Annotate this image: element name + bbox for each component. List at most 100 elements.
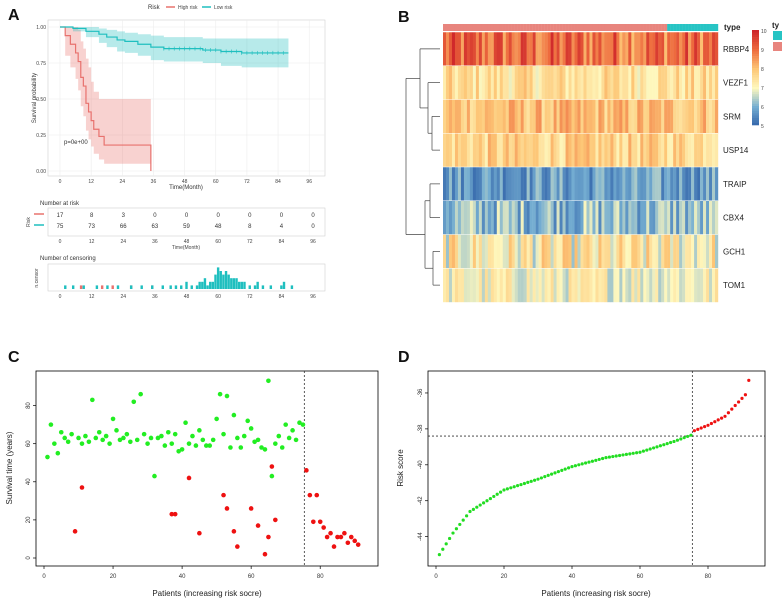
heatmap-cell [628, 268, 632, 303]
heatmap-cell [538, 268, 542, 303]
heatmap-cell [565, 200, 569, 235]
heatmap-cell [646, 32, 650, 66]
heatmap-cell [583, 32, 587, 66]
heatmap-cell [514, 133, 518, 168]
km-y-tick: 0.00 [36, 169, 46, 175]
heatmap-cell [664, 99, 668, 134]
heatmap-cell [502, 234, 506, 269]
low-risk-point [604, 456, 608, 460]
heatmap-cell [487, 32, 492, 66]
heatmap-cell [661, 65, 665, 100]
heatmap-cell [544, 234, 548, 269]
heatmap-cell [619, 268, 623, 303]
type-bar-cell [646, 24, 650, 31]
heatmap-cell [517, 99, 521, 134]
heatmap-cell [454, 234, 459, 269]
low-risk-point [546, 473, 550, 478]
heatmap-cell [619, 167, 623, 201]
km-ci-band-high [60, 27, 151, 171]
heatmap-cell [658, 167, 662, 201]
heatmap-cell [706, 99, 710, 134]
heatmap-cell [547, 234, 551, 269]
heatmap-cell [571, 200, 575, 235]
heatmap-cell [700, 65, 704, 100]
heatmap-cell [622, 167, 626, 201]
high-risk-point [692, 429, 697, 433]
type-bar-cell [643, 24, 647, 31]
heatmap-cell [469, 167, 474, 201]
km-legend-title: Risk [148, 5, 161, 11]
heatmap-cell [499, 99, 503, 134]
low-risk-point [482, 501, 486, 505]
type-bar-cell [475, 24, 480, 31]
dead-point [262, 551, 268, 557]
heatmap-cell [583, 65, 587, 100]
heatmap-cell [643, 99, 647, 134]
heatmap-cell [472, 133, 477, 168]
heatmap-cell [478, 200, 483, 235]
heatmap-cell [454, 65, 459, 100]
km-curves [60, 26, 289, 171]
heatmap-cell [478, 133, 483, 168]
heatmap-cell [511, 133, 515, 168]
heatmap-cell [457, 234, 462, 269]
heatmap-cell [703, 32, 707, 66]
risk-x-tick: 72 [247, 239, 253, 245]
expression-heatmap: type RBBP4 VEZF1 SRM USP14 TRAIP CBX4 GCH1 TOM1… [405, 21, 782, 303]
scatter-d-x-tick: 80 [705, 574, 712, 580]
type-bar-cell [613, 24, 617, 31]
low-risk-point [577, 463, 581, 467]
heatmap-cell [523, 32, 527, 66]
censor-y-label: n.censor [34, 268, 40, 288]
heatmap-cell [697, 65, 701, 100]
type-bar-cell [454, 24, 459, 31]
heatmap-cell [622, 200, 626, 235]
risk-x-tick: 96 [310, 239, 316, 245]
scatter-d-y-label: Risk score [396, 449, 405, 487]
heatmap-cell [613, 234, 617, 269]
censor-bar [238, 281, 241, 289]
heatmap-cell [565, 234, 569, 269]
heatmap-cell [553, 167, 557, 201]
heatmap-cell [508, 268, 512, 303]
heatmap-cell [631, 65, 635, 100]
heatmap-cell [610, 65, 614, 100]
high-risk-point [726, 411, 731, 415]
heatmap-cell [613, 133, 617, 168]
heatmap-cell [634, 167, 638, 201]
heatmap-cell [445, 133, 450, 168]
heatmap-cell [637, 65, 641, 100]
heatmap-cell [511, 167, 515, 201]
heatmap-cell [475, 234, 480, 269]
heatmap-cell [559, 200, 563, 235]
alive-point [214, 416, 219, 422]
heatmap-cell [649, 167, 653, 201]
alive-point [200, 437, 206, 443]
heatmap-cell [652, 65, 656, 100]
censor-x-tick: 60 [215, 294, 221, 300]
panel-label-a: A [8, 7, 20, 24]
heatmap-cell [601, 32, 605, 66]
heatmap-cell [451, 200, 456, 235]
heatmap-cell [454, 167, 459, 201]
heatmap-cell [679, 167, 683, 201]
heatmap-cell [601, 200, 605, 235]
heatmap-cell [529, 65, 533, 100]
heatmap-cell [685, 167, 689, 201]
heatmap-cell [604, 99, 608, 134]
low-risk-point [658, 444, 663, 448]
heatmap-cell [499, 167, 503, 201]
heatmap-cell [526, 167, 530, 201]
heatmap-cell [694, 167, 698, 201]
km-x-tick: 0 [59, 179, 62, 185]
heatmap-cell [451, 32, 456, 66]
heatmap-cell [463, 32, 468, 66]
heatmap-cell [559, 99, 563, 134]
risk-cell: 0 [280, 213, 284, 219]
alive-point [79, 441, 85, 446]
heatmap-cell [646, 99, 650, 134]
heatmap-cell [580, 99, 584, 134]
colorbar-step [752, 46, 759, 50]
heatmap-cell [544, 99, 548, 134]
heatmap-cell [646, 200, 650, 235]
